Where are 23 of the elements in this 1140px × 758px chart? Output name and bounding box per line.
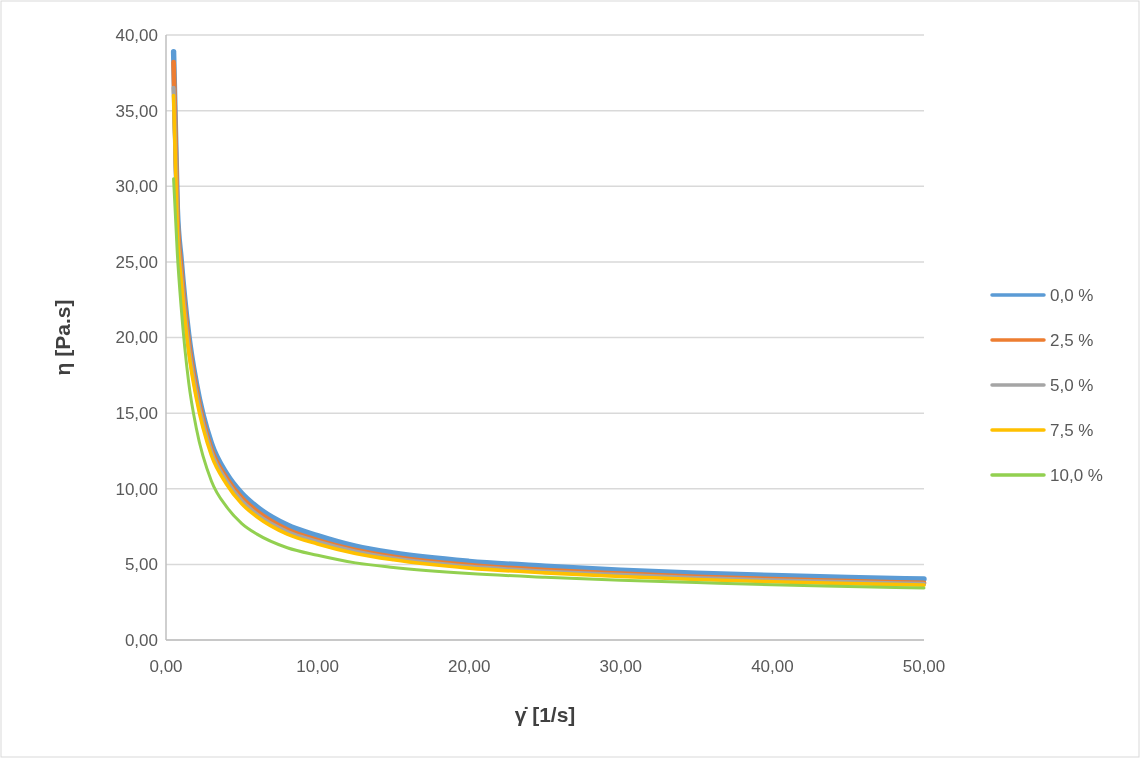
legend-label: 7,5 % [1050, 420, 1094, 440]
y-tick-label: 35,00 [115, 101, 158, 121]
x-axis-title: γ̇ [1/s] [514, 703, 576, 726]
y-tick-label: 30,00 [115, 177, 158, 197]
y-tick-label: 20,00 [115, 328, 158, 348]
y-tick-label: 5,00 [124, 555, 158, 575]
x-tick-label: 20,00 [447, 657, 491, 676]
y-tick-label: 0,00 [124, 630, 158, 650]
legend-label: 5,0 % [1050, 375, 1094, 395]
x-tick-label: 10,00 [296, 657, 339, 676]
x-tick-label: 50,00 [902, 657, 946, 676]
x-tick-label: 0,00 [149, 657, 183, 676]
y-tick-label: 40,00 [115, 25, 158, 45]
y-tick-label: 25,00 [115, 252, 158, 272]
x-tick-label: 40,00 [751, 657, 794, 676]
y-axis-title: η [Pa.s] [51, 299, 74, 376]
y-tick-label: 10,00 [115, 479, 158, 499]
y-tick-label: 15,00 [115, 404, 158, 424]
x-tick-label: 30,00 [599, 657, 643, 676]
line-series [172, 177, 926, 590]
legend-label: 2,5 % [1050, 330, 1094, 350]
legend-label: 0,0 % [1050, 285, 1094, 305]
legend-label: 10,0 % [1050, 465, 1103, 485]
